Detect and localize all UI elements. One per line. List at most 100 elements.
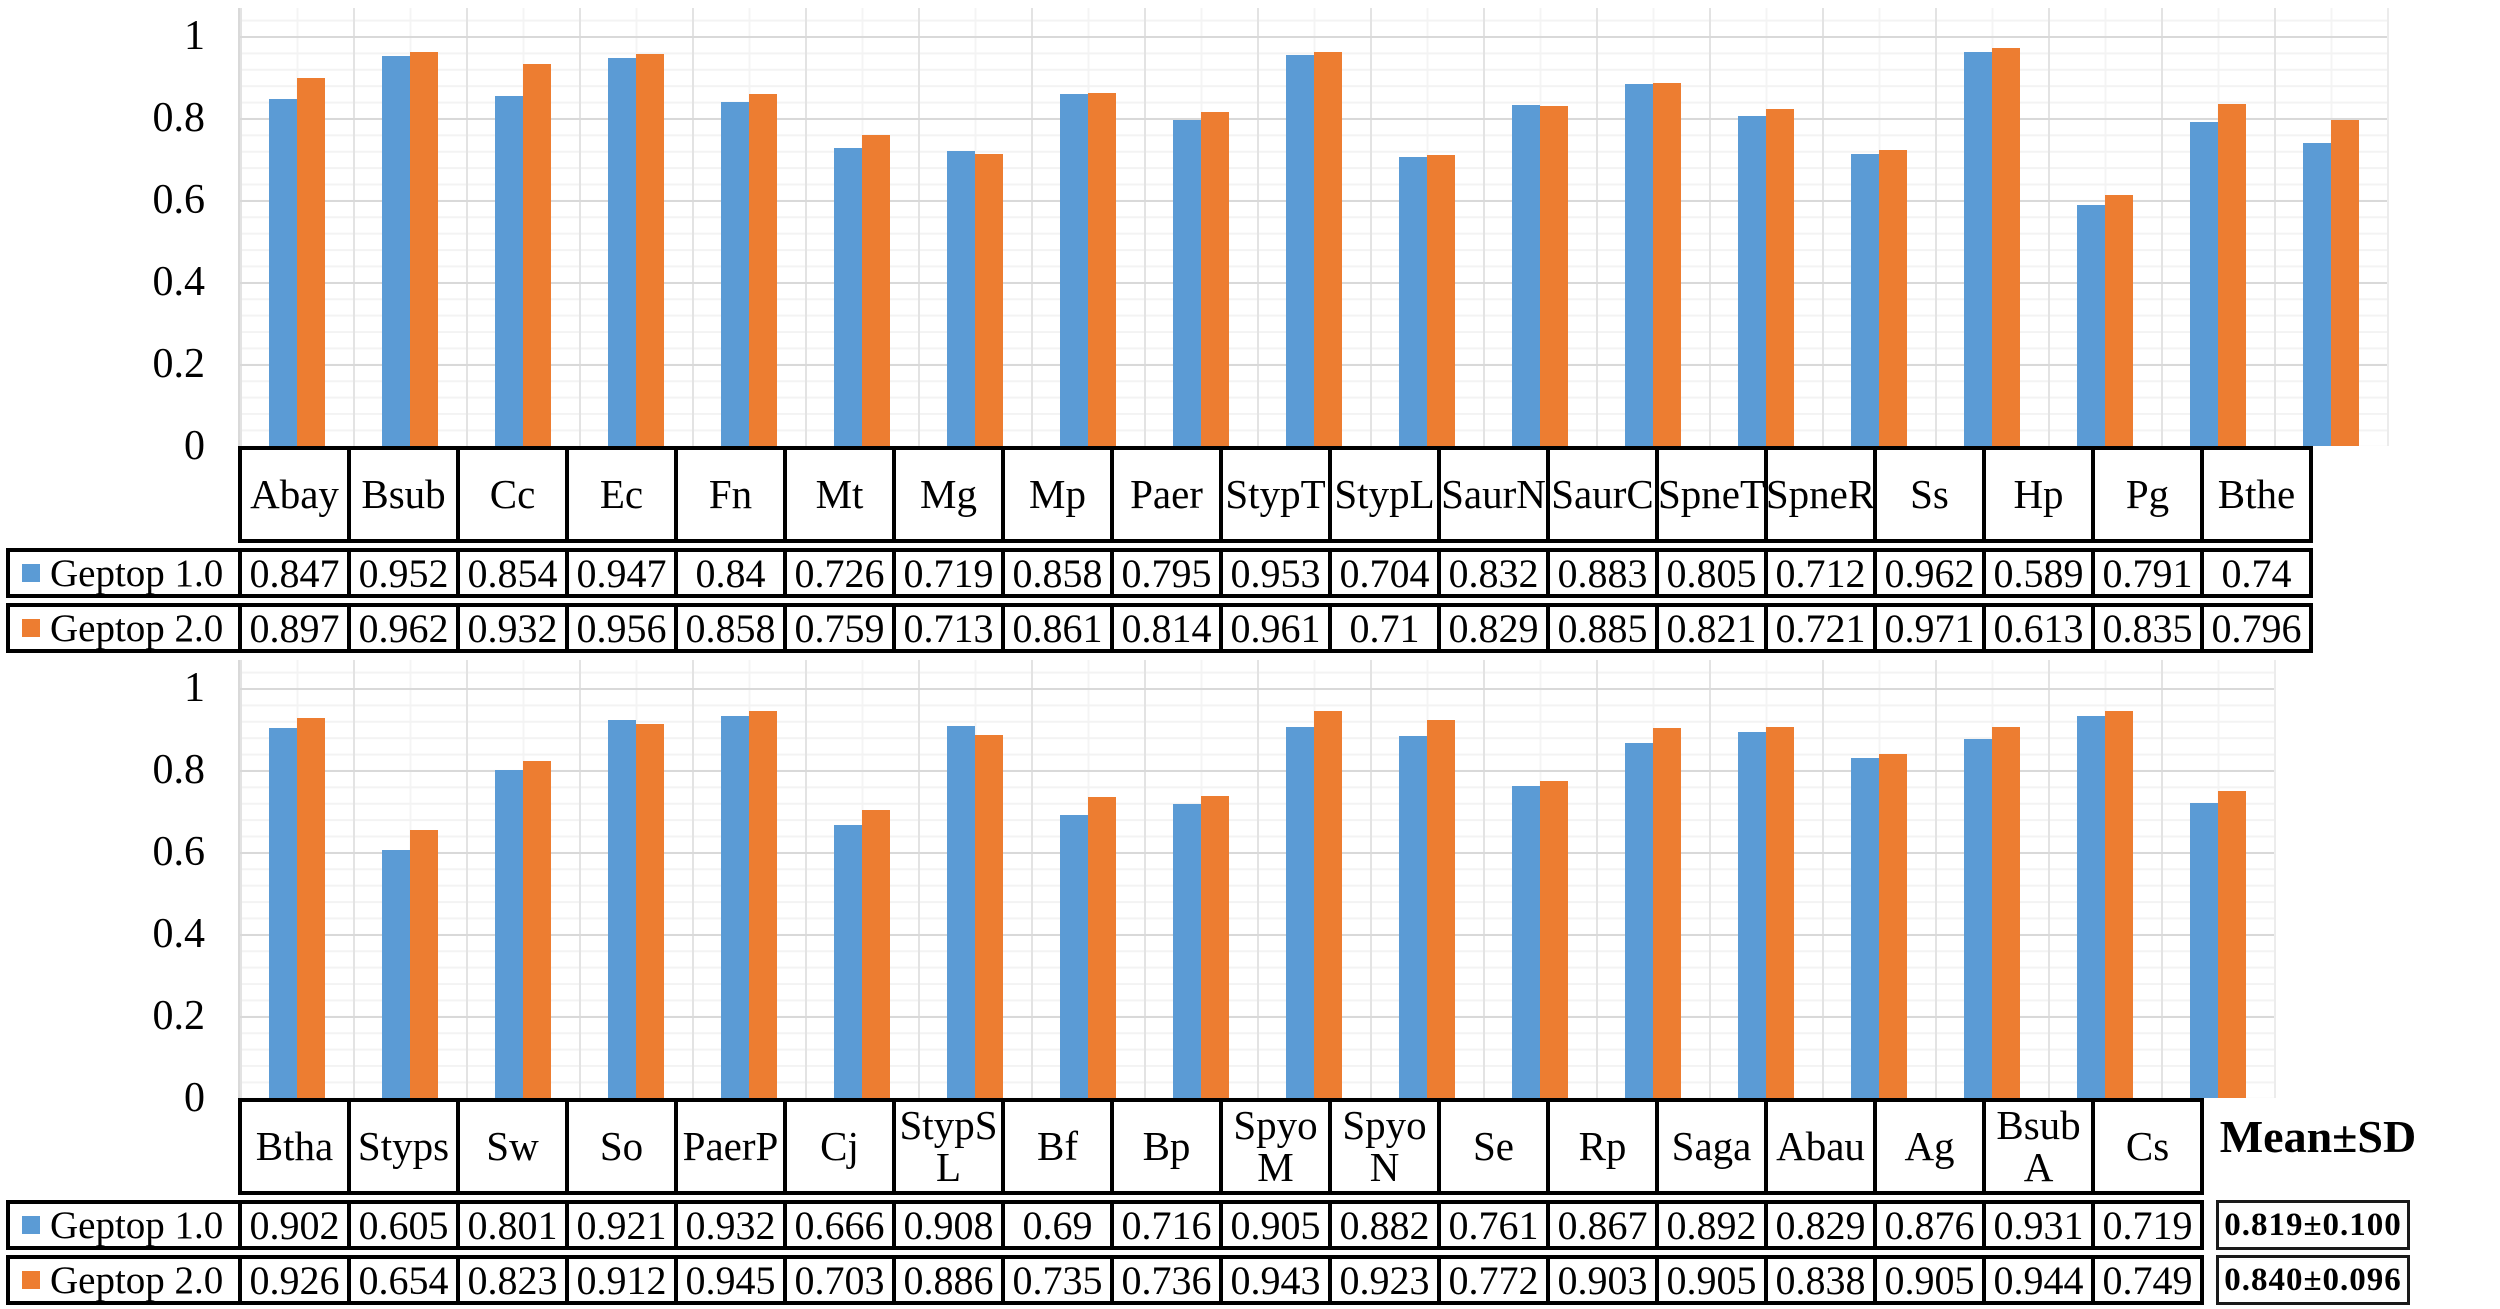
- bar-cluster: [946, 151, 1003, 446]
- category-header-cell: Hp: [1982, 446, 2095, 543]
- bar-geptop-2: [1426, 719, 1455, 1098]
- category-header-cell: Ss: [1873, 446, 1986, 543]
- category-slot: [1031, 8, 1144, 446]
- category-slot: [1596, 8, 1709, 446]
- bar-geptop-2: [1200, 796, 1229, 1098]
- bar-geptop-2: [522, 760, 551, 1098]
- category-slot: [579, 8, 692, 446]
- y-axis-tick-label: 0.6: [152, 177, 206, 223]
- y-axis-tick-label: 0.8: [152, 747, 206, 793]
- bar-cluster: [2189, 103, 2246, 446]
- category-slot: [2161, 660, 2274, 1098]
- category-slot: [353, 660, 466, 1098]
- auc-value-cell: 0.84: [674, 548, 787, 598]
- bar-geptop-1: [1624, 83, 1653, 446]
- chart-plot-row: 1 0.8 0.6 0.4 0.2 0: [0, 8, 2500, 469]
- category-slot: [240, 8, 353, 446]
- category-header-cell: SaurN: [1437, 446, 1550, 543]
- bar-geptop-1: [720, 715, 749, 1098]
- auc-value-cell: 0.823: [456, 1255, 569, 1305]
- auc-value-cell: 0.759: [783, 603, 896, 653]
- legend-cell: Geptop 2.0: [6, 603, 242, 653]
- bar-geptop-1: [494, 769, 523, 1098]
- bar-cluster: [2302, 119, 2359, 446]
- bar-geptop-2: [974, 153, 1003, 446]
- bar-geptop-1: [1172, 120, 1201, 446]
- auc-value-cell: 0.962: [347, 603, 460, 653]
- bar-geptop-2: [1539, 106, 1568, 446]
- bar-cluster: [494, 63, 551, 446]
- bar-cluster: [833, 809, 890, 1098]
- auc-value-cell: 0.69: [1001, 1200, 1114, 1250]
- auc-value-cell: 0.838: [1764, 1255, 1877, 1305]
- category-header-cell: Se: [1437, 1098, 1550, 1195]
- category-header-cell: Styps: [347, 1098, 460, 1195]
- bar-geptop-2: [2104, 710, 2133, 1098]
- category-slot: [1596, 660, 1709, 1098]
- bar-geptop-2: [2330, 119, 2359, 446]
- category-header-row: Abay Bsub Cc Ec Fn Mt Mg Mp Paer StypT StypL SaurN S…: [238, 446, 2500, 543]
- auc-value-cell: 0.926: [238, 1255, 351, 1305]
- category-header-cell: SaurC: [1546, 446, 1659, 543]
- category-slot: [1257, 660, 1370, 1098]
- category-header-cell: Mg: [892, 446, 1005, 543]
- category-slot: [1257, 8, 1370, 446]
- auc-value-cell: 0.932: [674, 1200, 787, 1250]
- bar-geptop-2: [748, 94, 777, 446]
- category-header-cell: StypT: [1219, 446, 1332, 543]
- category-slot: [1822, 660, 1935, 1098]
- category-slot: [1935, 660, 2048, 1098]
- category-header-cell: Mp: [1001, 446, 1114, 543]
- plot-area: [238, 8, 2389, 446]
- category-header-cell: Sw: [456, 1098, 569, 1195]
- bar-geptop-1: [720, 101, 749, 446]
- bar-geptop-2: [748, 710, 777, 1098]
- category-header-cell: Rp: [1546, 1098, 1659, 1195]
- category-header-cell: Paer: [1110, 446, 1223, 543]
- auc-value-cell: 0.829: [1437, 603, 1550, 653]
- category-slot: [918, 660, 1031, 1098]
- auc-value-cell: 0.832: [1437, 548, 1550, 598]
- auc-value-cell: 0.666: [783, 1200, 896, 1250]
- auc-value-cell: 0.861: [1001, 603, 1114, 653]
- category-slot: [805, 660, 918, 1098]
- bar-geptop-1: [494, 95, 523, 446]
- legend-color-swatch: [22, 1216, 40, 1234]
- auc-value-cell: 0.876: [1873, 1200, 1986, 1250]
- auc-value-cell: 0.704: [1328, 548, 1441, 598]
- bar-geptop-2: [2217, 790, 2246, 1098]
- category-header-cell: Saga: [1655, 1098, 1768, 1195]
- category-slot: [1935, 8, 2048, 446]
- bar-geptop-2: [409, 51, 438, 446]
- plot-area: [238, 660, 2276, 1098]
- bar-geptop-1: [2189, 121, 2218, 446]
- legend-label: Geptop 1.0: [50, 551, 224, 595]
- bar-geptop-2: [1539, 781, 1568, 1098]
- bar-cluster: [1737, 109, 1794, 446]
- category-slot: [579, 660, 692, 1098]
- auc-value-cell: 0.835: [2091, 603, 2204, 653]
- category-slot: [240, 660, 353, 1098]
- chart-plot-row: 1 0.8 0.6 0.4 0.2 0: [0, 660, 2500, 1121]
- auc-value-cell: 0.719: [2091, 1200, 2204, 1250]
- auc-value-cell: 0.796: [2200, 603, 2313, 653]
- auc-value-cell: 0.721: [1764, 603, 1877, 653]
- bar-geptop-1: [2076, 716, 2105, 1098]
- category-slot: [1370, 660, 1483, 1098]
- category-header-cell: Mt: [783, 446, 896, 543]
- auc-value-cell: 0.858: [674, 603, 787, 653]
- bar-cluster: [381, 51, 438, 446]
- bar-geptop-2: [1087, 93, 1116, 446]
- series-value-row: Geptop 1.0 0.902 0.605 0.801 0.921 0.932 0.666…: [6, 1200, 2500, 1250]
- bar-cluster: [1398, 154, 1455, 446]
- bar-cluster: [720, 94, 777, 446]
- bar-geptop-2: [1652, 83, 1681, 446]
- bar-cluster: [720, 710, 777, 1098]
- bar-geptop-2: [2217, 103, 2246, 446]
- auc-value-cell: 0.953: [1219, 548, 1332, 598]
- bar-geptop-2: [296, 718, 325, 1098]
- auc-value-cell: 0.854: [456, 548, 569, 598]
- category-slot: [1822, 8, 1935, 446]
- bar-geptop-1: [1172, 804, 1201, 1098]
- bar-geptop-1: [833, 824, 862, 1098]
